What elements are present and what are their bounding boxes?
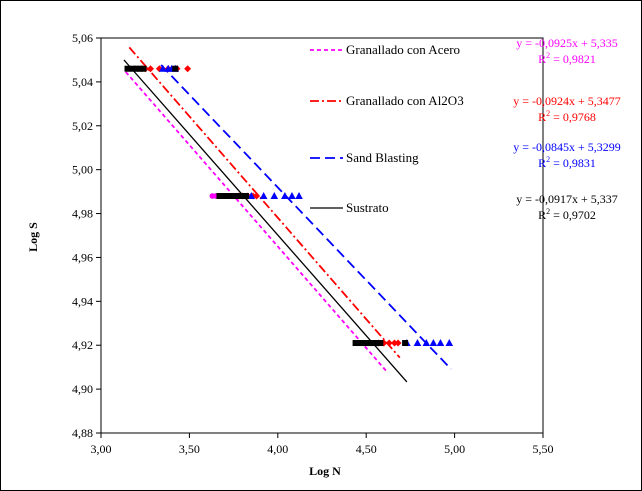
- equation-2: y = -0,0845x + 5,3299: [513, 140, 621, 154]
- r-squared-exponent-2: 2: [546, 155, 550, 164]
- data-point-series-3: [140, 65, 147, 72]
- legend-label-0: Granallado con Acero: [346, 42, 460, 57]
- data-point-series-2: [429, 339, 438, 347]
- x-tick-label: 5,00: [444, 442, 465, 456]
- data-point-series-2: [247, 192, 256, 199]
- y-tick-label: 4,88: [72, 426, 93, 440]
- data-point-series-3: [237, 193, 244, 199]
- y-tick-label: 4,90: [72, 382, 93, 396]
- x-tick-label: 3,50: [179, 442, 200, 456]
- data-point-series-3: [124, 65, 131, 72]
- legend-label-2: Sand Blasting: [346, 150, 419, 165]
- trendlines: [123, 46, 452, 383]
- r-squared-value-1: = 0,9768: [550, 110, 596, 124]
- data-point-series-3: [373, 340, 380, 347]
- x-tick-label: 4,50: [356, 442, 377, 456]
- data-point-series-3: [223, 193, 230, 199]
- data-point-series-3: [377, 340, 384, 347]
- data-point-series-3: [219, 193, 226, 199]
- data-point-series-2: [281, 192, 289, 199]
- data-point-series-3: [133, 65, 140, 72]
- y-tick-label: 4,94: [72, 294, 93, 308]
- data-point-series-3: [172, 65, 179, 72]
- trendline-2: [160, 64, 452, 370]
- data-point-series-3: [357, 340, 364, 347]
- r-squared-label-3: R: [538, 208, 546, 222]
- y-tick-label: 4,96: [72, 250, 93, 264]
- trendline-0: [125, 71, 389, 373]
- r-squared-exponent-0: 2: [546, 51, 550, 60]
- data-point-series-2: [259, 192, 268, 199]
- data-point-series-1: [394, 339, 402, 347]
- r-squared-3: R2 = 0,9702: [538, 207, 596, 222]
- x-tick-label: 5,50: [533, 442, 554, 456]
- r-squared-label-0: R: [538, 52, 546, 66]
- data-point-series-2: [288, 192, 296, 199]
- data-point-series-3: [216, 193, 223, 199]
- equation-3: y = -0,0917x + 5,337: [516, 192, 618, 206]
- x-axis-title: Log N: [309, 464, 341, 478]
- data-point-series-3: [136, 65, 143, 72]
- trendline-1: [128, 46, 401, 359]
- r-squared-exponent-3: 2: [546, 207, 550, 216]
- data-point-series-3: [352, 340, 359, 347]
- r-squared-label-2: R: [538, 156, 546, 170]
- equation-1: y = -0,0924x + 5,3477: [513, 94, 621, 108]
- data-point-series-3: [242, 193, 249, 199]
- data-point-series-3: [370, 340, 377, 347]
- data-point-series-2: [445, 339, 454, 347]
- data-point-series-3: [129, 65, 136, 72]
- legend-label-3: Sustrato: [346, 200, 389, 215]
- data-point-series-2: [413, 339, 422, 347]
- data-point-series-1: [390, 339, 398, 347]
- data-point-series-1: [147, 65, 155, 73]
- data-point-series-3: [234, 193, 241, 199]
- data-point-series-2: [270, 192, 279, 199]
- data-point-series-2: [422, 339, 431, 347]
- data-point-series-3: [227, 193, 234, 199]
- y-tick-label: 5,06: [72, 31, 93, 45]
- plot-area: [100, 37, 544, 434]
- r-squared-exponent-1: 2: [546, 109, 550, 118]
- r-squared-value-0: = 0,9821: [550, 52, 596, 66]
- data-markers: [124, 64, 454, 347]
- trendline-3: [123, 59, 408, 383]
- x-tick-label: 4,00: [267, 442, 288, 456]
- r-squared-1: R2 = 0,9768: [538, 109, 596, 124]
- r-squared-value-2: = 0,9831: [550, 156, 596, 170]
- data-point-series-3: [366, 340, 373, 347]
- data-point-series-2: [295, 192, 303, 199]
- y-tick-label: 5,02: [72, 119, 93, 133]
- data-point-series-3: [230, 193, 237, 199]
- y-tick-label: 4,92: [72, 338, 93, 352]
- r-squared-0: R2 = 0,9821: [538, 51, 596, 66]
- data-point-series-3: [402, 340, 409, 347]
- legend-label-1: Granallado con Al2O3: [346, 93, 464, 108]
- data-point-series-1: [253, 192, 261, 200]
- equation-0: y = -0,0925x + 5,335: [516, 36, 618, 50]
- y-tick-label: 5,00: [72, 163, 93, 177]
- y-tick-label: 4,98: [72, 207, 93, 221]
- r-squared-label-1: R: [538, 110, 546, 124]
- r-squared-value-3: = 0,9702: [550, 208, 596, 222]
- r-squared-2: R2 = 0,9831: [538, 155, 596, 170]
- y-axis-title: Log S: [26, 222, 40, 252]
- data-point-series-2: [436, 339, 445, 347]
- legend: Granallado con Acero Granallado con Al2O3…: [310, 42, 464, 215]
- data-point-series-1: [385, 339, 393, 347]
- data-point-series-3: [363, 340, 370, 347]
- y-tick-label: 5,04: [72, 75, 93, 89]
- data-point-series-2: [159, 64, 167, 72]
- axes: 3,00 3,50 4,00 4,50 5,00 5,50 4,88 4,90 4,92 4,94…: [72, 31, 554, 456]
- x-tick-label: 3,00: [91, 442, 112, 456]
- data-point-series-1: [184, 65, 192, 73]
